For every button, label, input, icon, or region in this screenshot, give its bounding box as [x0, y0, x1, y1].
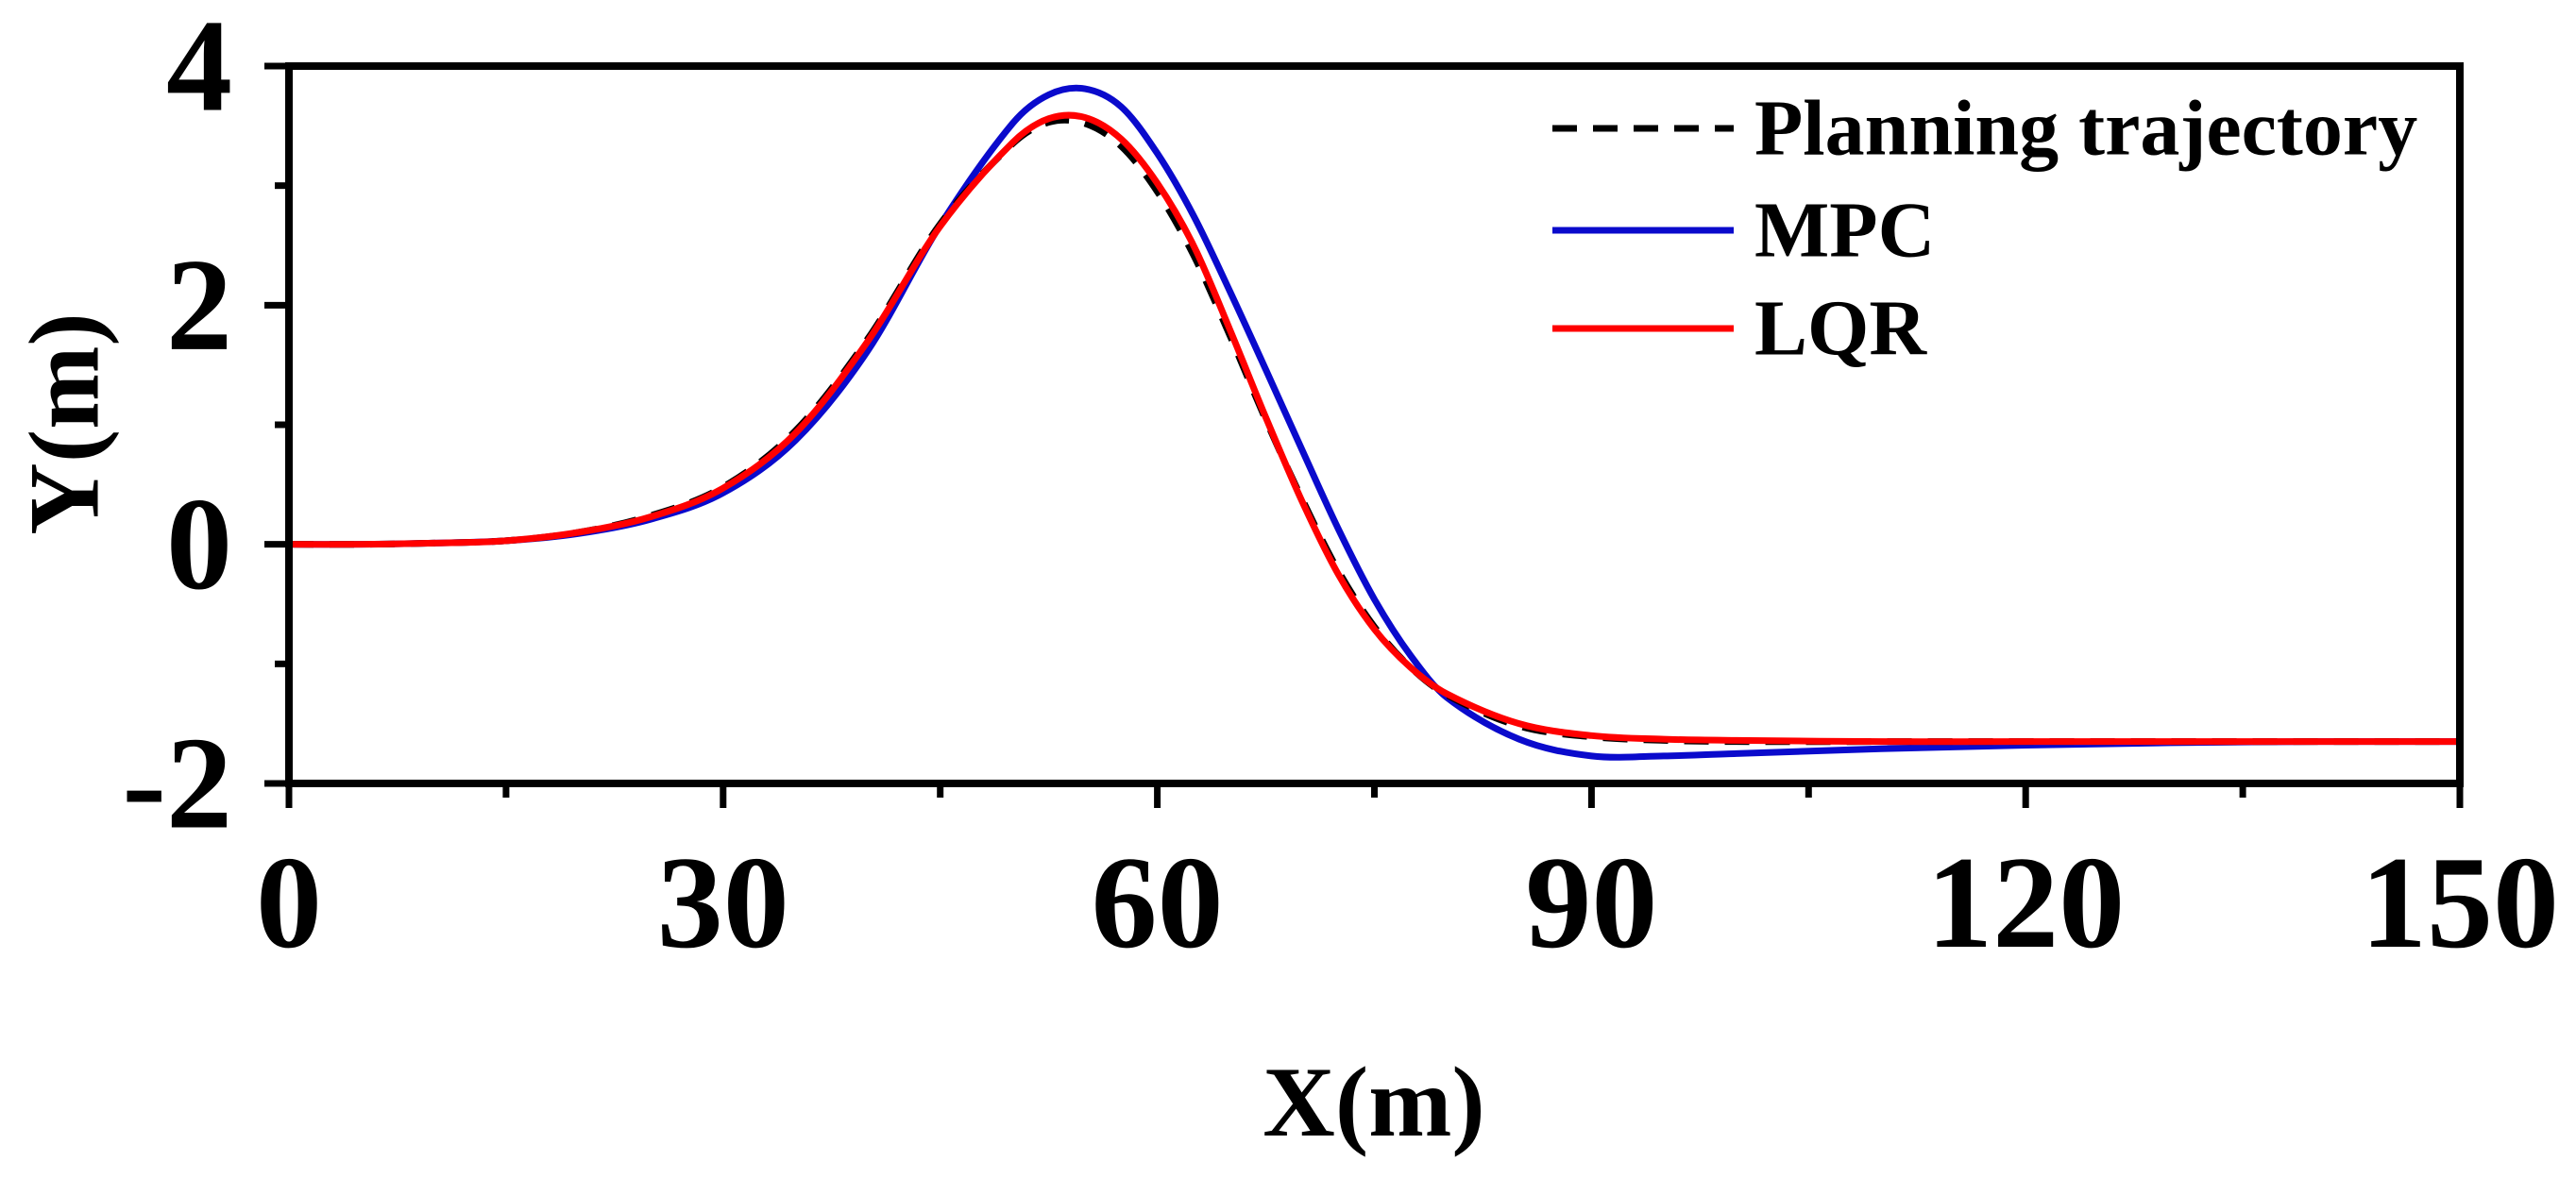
- x-tick-label: 0: [256, 830, 322, 976]
- legend-label-mpc: MPC: [1754, 187, 1935, 275]
- legend-entry-lqr: LQR: [1552, 285, 1927, 373]
- x-axis-title: X(m): [1263, 1047, 1484, 1157]
- series-line-mpc: [288, 84, 2461, 761]
- x-tick-label: 120: [1926, 830, 2125, 976]
- x-tick-label: 30: [657, 830, 789, 976]
- y-tick-label: 2: [166, 232, 232, 379]
- legend-label-lqr: LQR: [1754, 285, 1927, 373]
- x-tick-label: 150: [2361, 830, 2559, 976]
- series-layer: [288, 84, 2461, 761]
- legend-entry-planning-trajectory: Planning trajectory: [1552, 85, 2417, 173]
- legend: Planning trajectory MPC LQR: [1552, 85, 2417, 373]
- x-tick-label: 60: [1092, 830, 1224, 976]
- legend-label-planning-trajectory: Planning trajectory: [1754, 85, 2417, 173]
- y-tick-label: 4: [166, 0, 232, 140]
- y-axis-title: Y(m): [9, 312, 120, 534]
- legend-entry-mpc: MPC: [1552, 187, 1935, 275]
- y-tick-label: 0: [166, 471, 232, 617]
- x-tick-label: 90: [1525, 830, 1657, 976]
- series-line-lqr: [288, 111, 2460, 746]
- y-tick-label: -2: [122, 711, 232, 857]
